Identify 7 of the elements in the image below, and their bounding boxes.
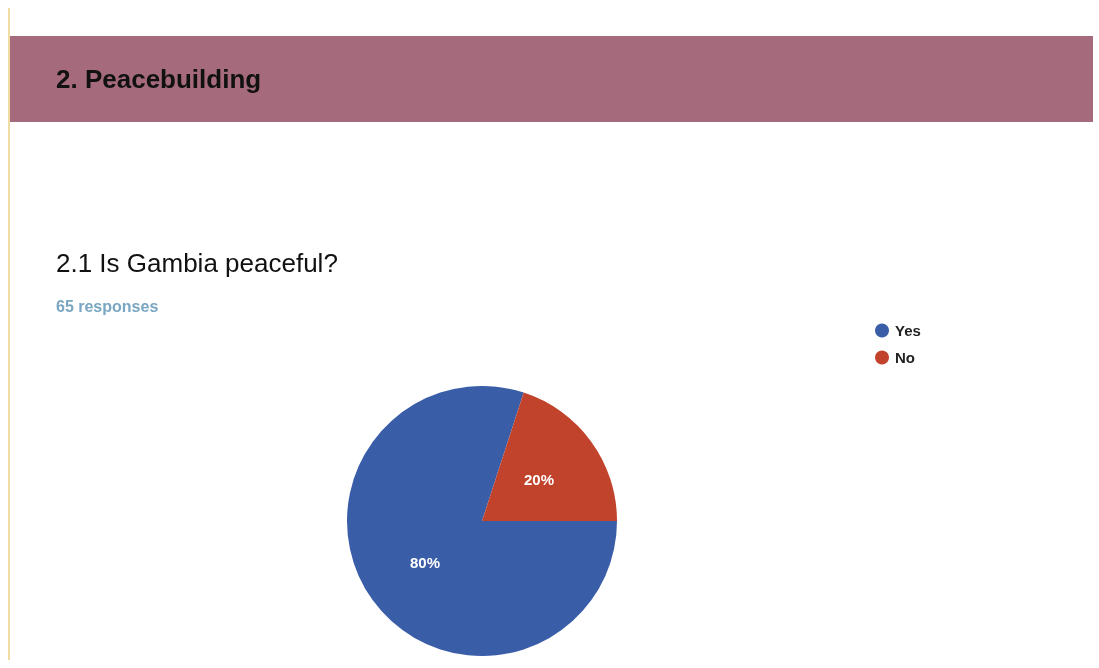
data-label: 80% [409,553,440,571]
text: 65 responses [56,298,159,316]
chart-title: 2. Peacebuilding [56,64,262,95]
data-label: 20% [524,471,555,489]
legend-label: No [895,349,915,366]
legend-label: Yes [895,322,921,339]
chart-subtitle: 2.1 Is Gambia peaceful? [56,248,338,279]
